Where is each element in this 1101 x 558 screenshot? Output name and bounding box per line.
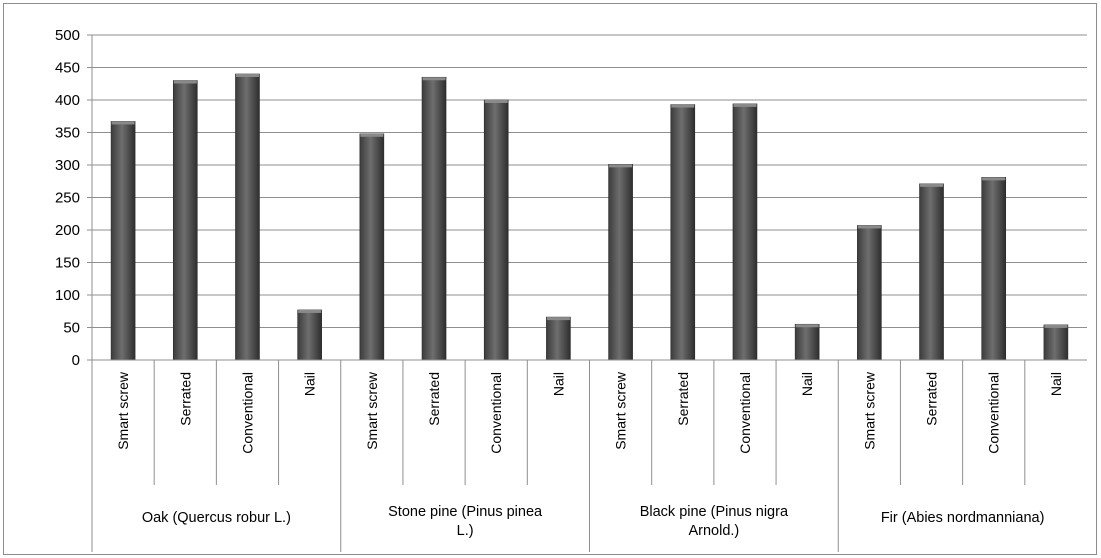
bar-g0-serrated bbox=[172, 80, 198, 361]
category-label: Serrated bbox=[177, 372, 193, 426]
category-label: Serrated bbox=[675, 372, 691, 426]
bar-g2-nail bbox=[794, 323, 820, 361]
bar-g2-serrated bbox=[670, 104, 696, 361]
bar-cap-g0-1 bbox=[173, 80, 197, 84]
bar-g3-nail bbox=[1043, 324, 1069, 361]
group-label-line: Arnold.) bbox=[688, 523, 739, 539]
bar-g3-smart-screw bbox=[857, 225, 882, 361]
bar-g1-serrated bbox=[421, 76, 447, 361]
y-tick-label-250: 250 bbox=[55, 190, 80, 207]
y-tick-label-0: 0 bbox=[72, 352, 80, 369]
bar-cap-g0-0 bbox=[111, 121, 135, 125]
bar-g1-conventional bbox=[483, 99, 509, 361]
y-axis-tick-labels: 0 50 100 150 200 250 300 350 400 450 500 bbox=[55, 27, 80, 369]
y-tick-label-150: 150 bbox=[55, 255, 80, 272]
bar-g0-conventional bbox=[235, 73, 260, 361]
bar-g2-smart-screw bbox=[608, 164, 633, 361]
bar-cap-g2-1 bbox=[671, 104, 695, 108]
category-label: Smart screw bbox=[364, 371, 380, 450]
group-label-line: Oak (Quercus robur L.) bbox=[142, 510, 291, 526]
y-tick-label-200: 200 bbox=[55, 222, 80, 239]
bar-cap-g0-3 bbox=[298, 309, 322, 313]
bar-cap-g3-2 bbox=[982, 177, 1006, 181]
bar-cap-g2-2 bbox=[733, 103, 757, 107]
bar-g1-smart-screw bbox=[359, 133, 385, 361]
category-labels: Smart screw Serrated Conventional Nail Smart… bbox=[115, 371, 1064, 454]
y-tick-label-50: 50 bbox=[63, 320, 80, 337]
group-label-line: Fir (Abies nordmanniana) bbox=[881, 510, 1045, 526]
category-label: Smart screw bbox=[115, 371, 131, 450]
category-label: Smart screw bbox=[861, 371, 877, 450]
bar-g0-smart-screw bbox=[110, 121, 136, 361]
y-tick-label-500: 500 bbox=[55, 27, 80, 44]
bar-g1-nail bbox=[546, 316, 571, 361]
y-tick-label-450: 450 bbox=[55, 60, 80, 77]
category-label: Conventional bbox=[488, 372, 504, 454]
axes bbox=[87, 34, 1087, 552]
category-label: Conventional bbox=[986, 372, 1002, 454]
bar-cap-g1-3 bbox=[546, 317, 570, 321]
category-label: Nail bbox=[1048, 372, 1064, 396]
group-label-line: L.) bbox=[457, 523, 474, 539]
category-label: Serrated bbox=[924, 372, 940, 426]
y-tick-label-100: 100 bbox=[55, 287, 80, 304]
bar-cap-g0-2 bbox=[235, 74, 259, 77]
bar-cap-g1-1 bbox=[422, 77, 446, 81]
y-tick-label-300: 300 bbox=[55, 157, 80, 174]
bar-g2-conventional bbox=[732, 103, 758, 361]
bar-cap-g3-3 bbox=[1044, 324, 1068, 328]
category-label: Serrated bbox=[426, 372, 442, 426]
y-tick-label-350: 350 bbox=[55, 125, 80, 142]
bar-g3-serrated bbox=[919, 183, 944, 361]
category-label: Smart screw bbox=[613, 371, 629, 450]
bar-cap-g3-0 bbox=[857, 225, 881, 229]
y-tick-label-400: 400 bbox=[55, 92, 80, 109]
group-label-line: Black pine (Pinus nigra bbox=[640, 504, 789, 520]
bar-cap-g1-0 bbox=[360, 133, 384, 137]
bars bbox=[110, 73, 1069, 361]
category-label: Nail bbox=[550, 372, 566, 396]
bar-cap-g3-1 bbox=[920, 183, 944, 187]
bar-cap-g1-2 bbox=[484, 100, 508, 103]
category-label: Conventional bbox=[737, 372, 753, 454]
bar-g3-conventional bbox=[981, 177, 1007, 361]
group-labels: Oak (Quercus robur L.) Stone pine (Pinus … bbox=[142, 504, 1045, 539]
category-label: Conventional bbox=[239, 372, 255, 454]
category-label: Nail bbox=[799, 372, 815, 396]
category-label: Nail bbox=[302, 372, 318, 396]
group-label-line: Stone pine (Pinus pinea bbox=[388, 504, 543, 520]
bar-cap-g2-3 bbox=[795, 324, 819, 328]
bar-cap-g2-0 bbox=[609, 164, 633, 168]
bar-g0-nail bbox=[297, 309, 322, 361]
